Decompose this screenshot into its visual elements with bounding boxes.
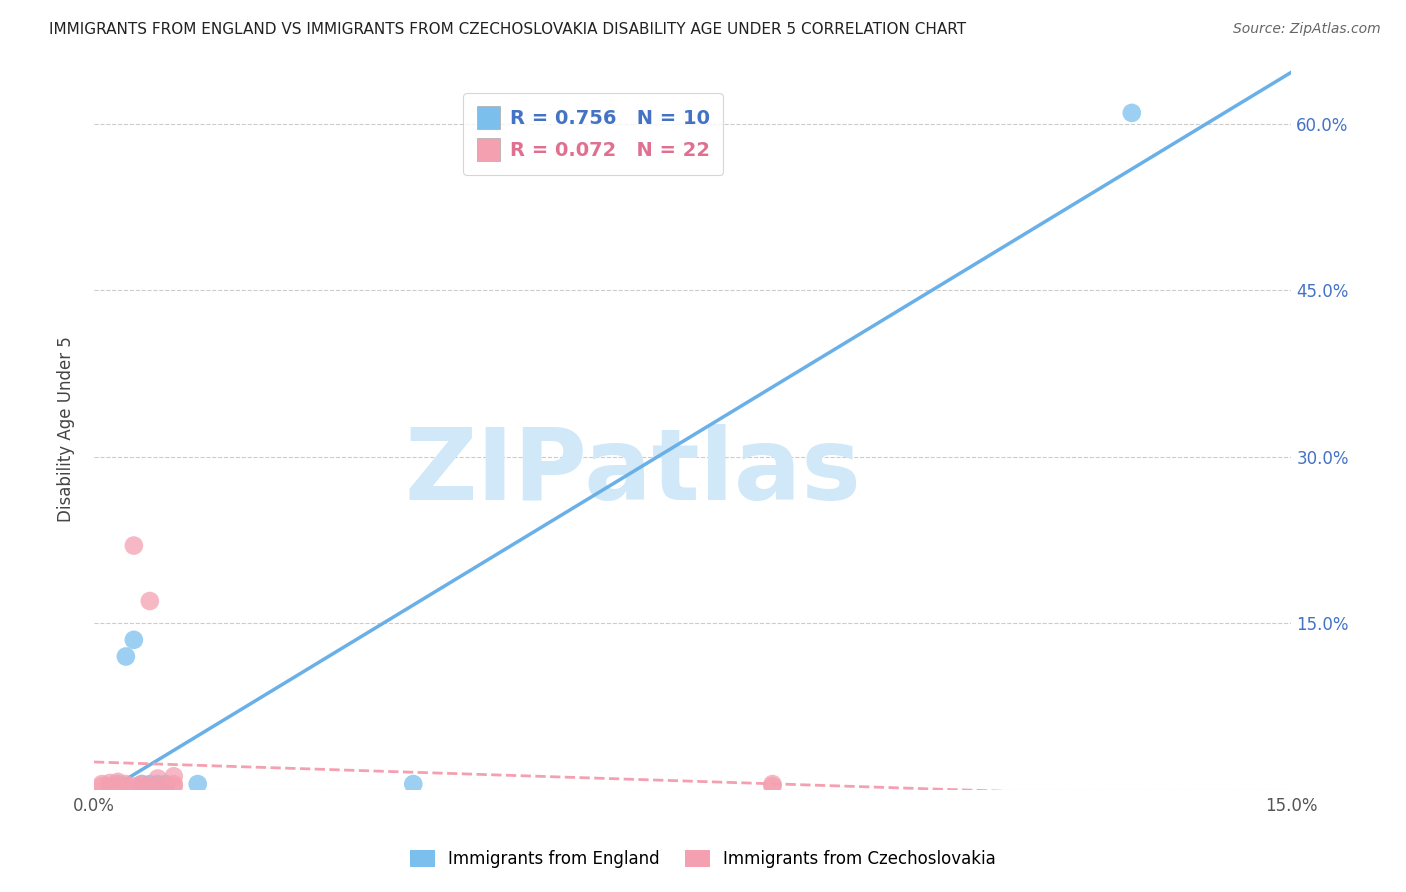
Point xyxy=(115,779,138,793)
Text: Source: ZipAtlas.com: Source: ZipAtlas.com xyxy=(1233,22,1381,37)
Point xyxy=(115,649,138,664)
Text: ZIPatlas: ZIPatlas xyxy=(405,424,862,521)
Point xyxy=(139,779,162,793)
Y-axis label: Disability Age Under 5: Disability Age Under 5 xyxy=(58,336,75,522)
Point xyxy=(122,632,145,647)
Point xyxy=(163,769,186,783)
Point xyxy=(146,772,169,786)
Point xyxy=(90,779,112,793)
Point xyxy=(139,777,162,791)
Point xyxy=(146,777,169,791)
Point xyxy=(90,777,112,791)
Point xyxy=(131,777,153,791)
Legend: Immigrants from England, Immigrants from Czechoslovakia: Immigrants from England, Immigrants from… xyxy=(404,843,1002,875)
Point xyxy=(131,777,153,791)
Point xyxy=(761,779,783,793)
Point xyxy=(98,776,121,790)
Point xyxy=(107,775,129,789)
Point xyxy=(155,779,177,793)
Point xyxy=(155,777,177,791)
Point xyxy=(146,779,169,793)
Point xyxy=(107,779,129,793)
Text: IMMIGRANTS FROM ENGLAND VS IMMIGRANTS FROM CZECHOSLOVAKIA DISABILITY AGE UNDER 5: IMMIGRANTS FROM ENGLAND VS IMMIGRANTS FR… xyxy=(49,22,966,37)
Point xyxy=(122,779,145,793)
Point xyxy=(761,777,783,791)
Point xyxy=(139,594,162,608)
Point xyxy=(163,777,186,791)
Point xyxy=(1121,106,1143,120)
Point xyxy=(187,777,209,791)
Point xyxy=(402,777,425,791)
Legend: R = 0.756   N = 10, R = 0.072   N = 22: R = 0.756 N = 10, R = 0.072 N = 22 xyxy=(463,93,723,175)
Point xyxy=(163,779,186,793)
Point xyxy=(115,777,138,791)
Point xyxy=(122,539,145,553)
Point xyxy=(107,777,129,791)
Point xyxy=(98,779,121,793)
Point xyxy=(131,779,153,793)
